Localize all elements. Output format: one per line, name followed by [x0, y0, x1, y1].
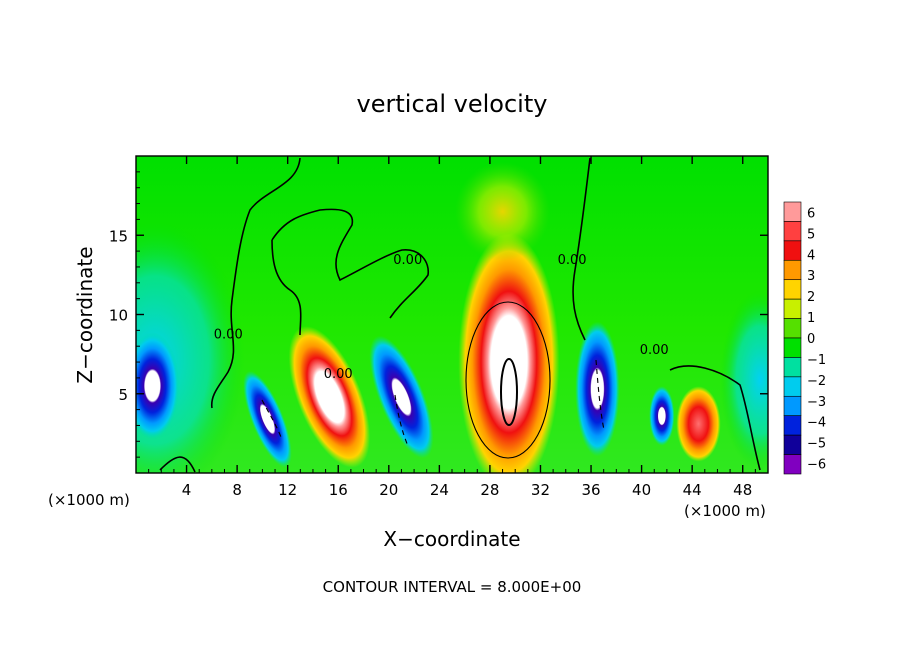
x-tick-label-36: 36	[581, 481, 600, 499]
colorbar-swatch-7	[783, 318, 802, 339]
colorbar-label-3: 4	[807, 248, 815, 263]
x-axis-units-right: (×1000 m)	[684, 502, 766, 520]
x-tick-label-20: 20	[379, 481, 398, 499]
inner-contours	[261, 301, 605, 459]
colorbar-label-9: −2	[807, 374, 826, 389]
convective-cell-2	[288, 326, 371, 468]
colorbar-swatch-8	[783, 337, 802, 358]
colorbar: 6 5 4 3 2 1 0 −1 −2 −3 −4 −5 −6	[783, 201, 826, 475]
y-axis-ticks: 5 10 15	[109, 171, 768, 458]
convective-cell-9	[455, 161, 550, 262]
x-tick-label-32: 32	[531, 481, 550, 499]
updraft-contour-outer	[465, 301, 551, 459]
colorbar-label-7: 0	[807, 332, 815, 347]
zero-contour-right	[572, 157, 761, 471]
contour-label-1: 0.00	[214, 327, 243, 342]
colorbar-swatch-11	[783, 395, 802, 417]
contour-label-3: 0.00	[393, 253, 422, 268]
contour-interval-footer: CONTOUR INTERVAL = 8.000E+00	[323, 578, 582, 596]
x-axis-units-left: (×1000 m)	[48, 491, 130, 509]
x-tick-label-4: 4	[182, 481, 192, 499]
colorbar-swatch-1	[783, 201, 802, 222]
downdraft-dashed-2	[394, 394, 409, 447]
contour-label-5: 0.00	[640, 343, 669, 358]
x-tick-label-24: 24	[430, 481, 449, 499]
downdraft-dashed-1	[261, 399, 283, 441]
convective-cell-1	[458, 233, 560, 473]
convective-cell-3	[243, 370, 292, 468]
x-tick-label-16: 16	[329, 481, 348, 499]
y-tick-label-15: 15	[109, 227, 128, 245]
plot-area: 0.00 0.00 0.00 0.00 0.00	[136, 156, 768, 473]
colorbar-swatch-6	[783, 298, 802, 319]
updraft-contour-inner	[500, 358, 518, 426]
colorbar-label-12: −5	[807, 437, 826, 452]
x-axis-label: X−coordinate	[383, 527, 520, 551]
colorbar-label-8: −1	[807, 353, 826, 368]
colorbar-swatch-10	[783, 376, 802, 397]
colorbar-label-2: 5	[807, 227, 815, 242]
y-tick-label-5: 5	[118, 386, 128, 404]
colorbar-swatch-12	[783, 415, 802, 436]
x-tick-label-28: 28	[480, 481, 499, 499]
x-tick-label-48: 48	[733, 481, 752, 499]
zero-contour-mid	[271, 208, 429, 319]
colorbar-swatch-4	[783, 259, 802, 281]
colorbar-label-1: 6	[807, 206, 815, 221]
colorbar-label-6: 1	[807, 311, 815, 326]
colorbar-swatch-13	[783, 434, 802, 455]
y-axis-label: Z−coordinate	[73, 246, 97, 383]
contour-label-2: 0.00	[324, 367, 353, 382]
colorbar-label-5: 2	[807, 290, 815, 305]
convective-cell-7	[676, 386, 721, 462]
colorbar-label-10: −3	[807, 395, 826, 410]
colorbar-swatch-3	[783, 240, 802, 261]
convective-cell-6	[136, 332, 180, 440]
colorbar-swatch-2	[783, 221, 802, 242]
colorbar-label-4: 3	[807, 269, 815, 284]
colorbar-swatch-14	[783, 454, 802, 475]
x-tick-label-40: 40	[632, 481, 651, 499]
contour-lines	[159, 157, 761, 473]
convective-cell-8	[649, 386, 675, 446]
zero-contour-hook	[271, 239, 302, 336]
y-tick-label-10: 10	[109, 307, 128, 325]
x-tick-label-12: 12	[278, 481, 297, 499]
cyan-field-right	[720, 290, 768, 470]
contour-label-4: 0.00	[558, 253, 587, 268]
chart-title: vertical velocity	[357, 90, 548, 118]
downdraft-dashed-3	[595, 359, 605, 431]
convective-cell-5	[575, 321, 620, 457]
colorbar-swatch-9	[783, 357, 802, 378]
x-tick-label-44: 44	[683, 481, 702, 499]
x-axis-ticks: 4 8 12 16 20 24 28 32 36 40 44 48	[148, 156, 756, 499]
x-tick-label-8: 8	[232, 481, 242, 499]
colorbar-label-13: −6	[807, 458, 826, 473]
colorbar-label-11: −4	[807, 416, 826, 431]
zero-contour-left	[159, 157, 301, 473]
colorbar-swatch-5	[783, 279, 802, 300]
convective-cell-4	[369, 335, 434, 459]
